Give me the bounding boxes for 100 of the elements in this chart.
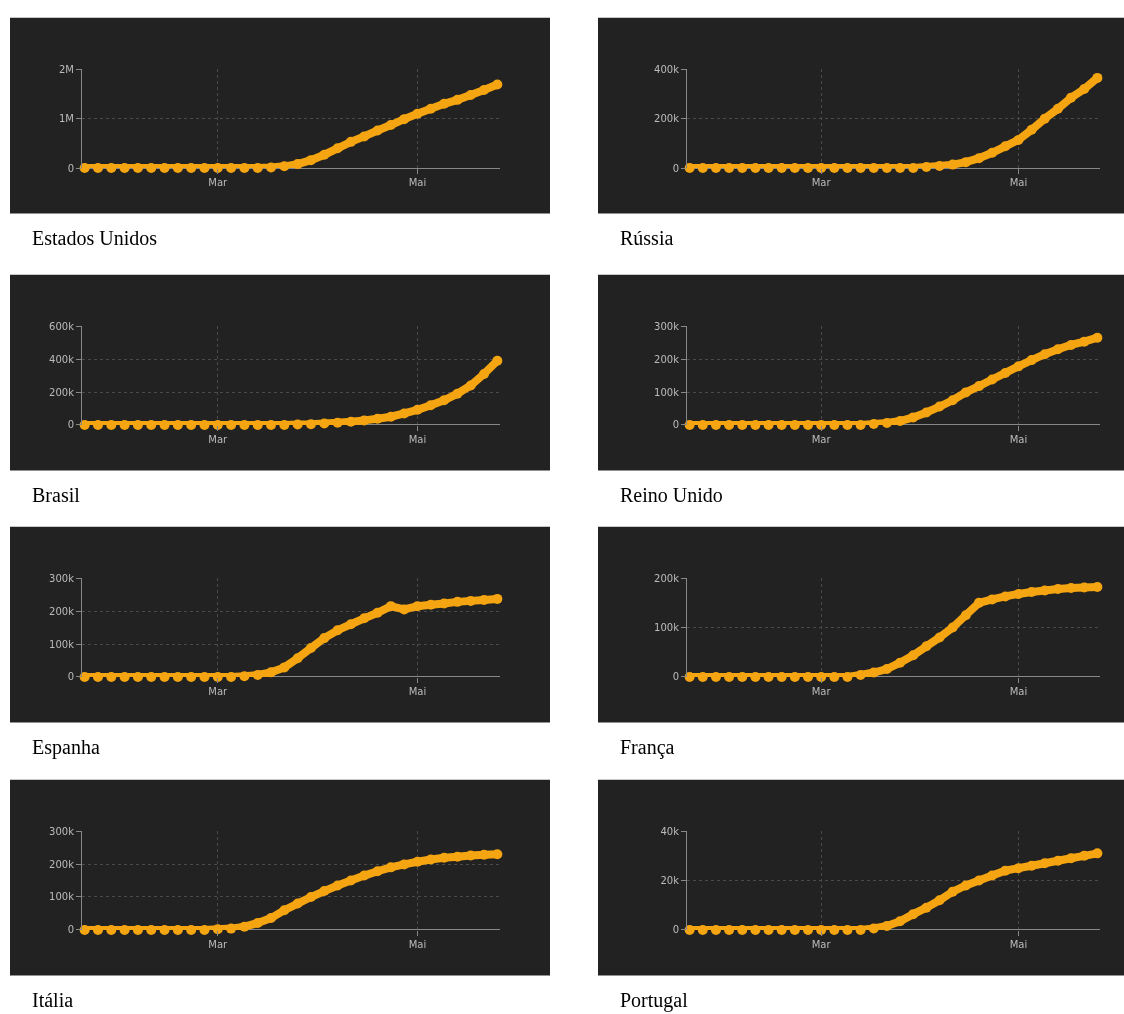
point [199, 924, 210, 935]
y-tick-label: 0 [67, 162, 74, 174]
point [1079, 336, 1090, 347]
y-tick-label: 300k [49, 572, 75, 584]
point [399, 604, 410, 615]
point [279, 161, 290, 172]
point [829, 671, 840, 682]
point [934, 401, 945, 412]
point [359, 870, 370, 881]
point [292, 653, 303, 664]
point [412, 108, 423, 119]
text: Estados Unidos [32, 227, 158, 249]
point [492, 849, 503, 860]
point [132, 924, 143, 935]
y-tick-label: 0 [672, 419, 679, 431]
point [947, 886, 958, 897]
y-tick-label: 300k [49, 825, 75, 837]
point [465, 89, 476, 100]
point [372, 413, 383, 424]
point [106, 671, 117, 682]
point [1000, 141, 1011, 152]
point [829, 924, 840, 935]
point [697, 924, 708, 935]
point [1079, 84, 1090, 94]
point [973, 153, 984, 164]
y-tick-label: 0 [67, 671, 74, 683]
point [186, 671, 197, 682]
y-tick-label: 100k [49, 891, 75, 903]
point [750, 419, 761, 430]
x-tick-label: Mai [1009, 433, 1028, 445]
y-tick-label: 2M [59, 63, 74, 75]
point [803, 163, 814, 174]
point [1000, 367, 1011, 378]
point [425, 400, 436, 411]
point [881, 418, 892, 428]
x-tick-label: Mar [811, 177, 832, 189]
point [934, 161, 945, 172]
point [399, 859, 410, 870]
point [399, 408, 410, 419]
x-tick-label: Mar [811, 685, 832, 697]
point [1026, 586, 1037, 597]
point [292, 898, 303, 909]
point [789, 924, 800, 935]
point [1013, 134, 1024, 145]
point [119, 671, 130, 682]
y-tick-label: 0 [67, 419, 74, 431]
point [1052, 103, 1063, 114]
point [776, 924, 787, 935]
y-tick-label: 100k [49, 638, 75, 650]
point [842, 671, 853, 682]
x-tick-label: Mar [208, 685, 229, 697]
point [146, 924, 157, 935]
point [960, 610, 971, 621]
point [266, 667, 277, 678]
point [412, 404, 423, 415]
point [737, 671, 748, 682]
point [710, 671, 721, 682]
point [724, 924, 735, 935]
point [319, 149, 330, 160]
point [947, 395, 958, 406]
x-tick-label: Mar [811, 938, 832, 950]
text: Portugal [620, 989, 689, 1012]
point [345, 619, 356, 630]
point [146, 419, 157, 430]
point [79, 671, 90, 682]
point [159, 419, 170, 430]
point [868, 163, 879, 174]
y-tick-label: 100k [654, 622, 680, 634]
point [895, 657, 906, 668]
point [724, 419, 735, 430]
point [345, 875, 356, 886]
x-tick-label: Mai [1009, 177, 1028, 189]
point [146, 671, 157, 682]
point [697, 163, 708, 174]
y-tick-label: 300k [654, 320, 680, 332]
point [106, 924, 117, 935]
x-tick-label: Mai [408, 177, 427, 189]
point [973, 381, 984, 392]
point [934, 632, 945, 643]
point [172, 671, 183, 682]
point [479, 368, 490, 379]
point [186, 924, 197, 935]
y-tick-label: 200k [654, 113, 680, 125]
point [212, 419, 223, 430]
point [412, 601, 423, 612]
y-tick-label: 40k [660, 825, 680, 837]
point [1013, 588, 1024, 599]
point [305, 155, 316, 166]
point [79, 924, 90, 935]
point [359, 415, 370, 426]
point [266, 162, 277, 173]
point [239, 419, 250, 430]
point [359, 613, 370, 624]
point [960, 880, 971, 891]
text: Reino Unido [620, 484, 723, 506]
y-tick-label: 100k [654, 386, 680, 398]
point [684, 924, 695, 935]
point [305, 892, 316, 902]
point [855, 163, 866, 174]
point [92, 163, 103, 174]
